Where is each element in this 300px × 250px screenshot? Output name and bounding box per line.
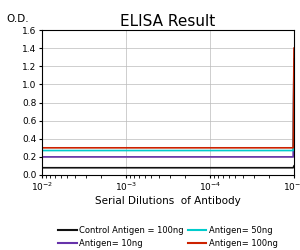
Text: O.D.: O.D. (7, 14, 29, 24)
Legend: Control Antigen = 100ng, Antigen= 10ng, Antigen= 50ng, Antigen= 100ng: Control Antigen = 100ng, Antigen= 10ng, … (58, 226, 278, 248)
Title: ELISA Result: ELISA Result (120, 14, 216, 29)
X-axis label: Serial Dilutions  of Antibody: Serial Dilutions of Antibody (95, 196, 241, 206)
